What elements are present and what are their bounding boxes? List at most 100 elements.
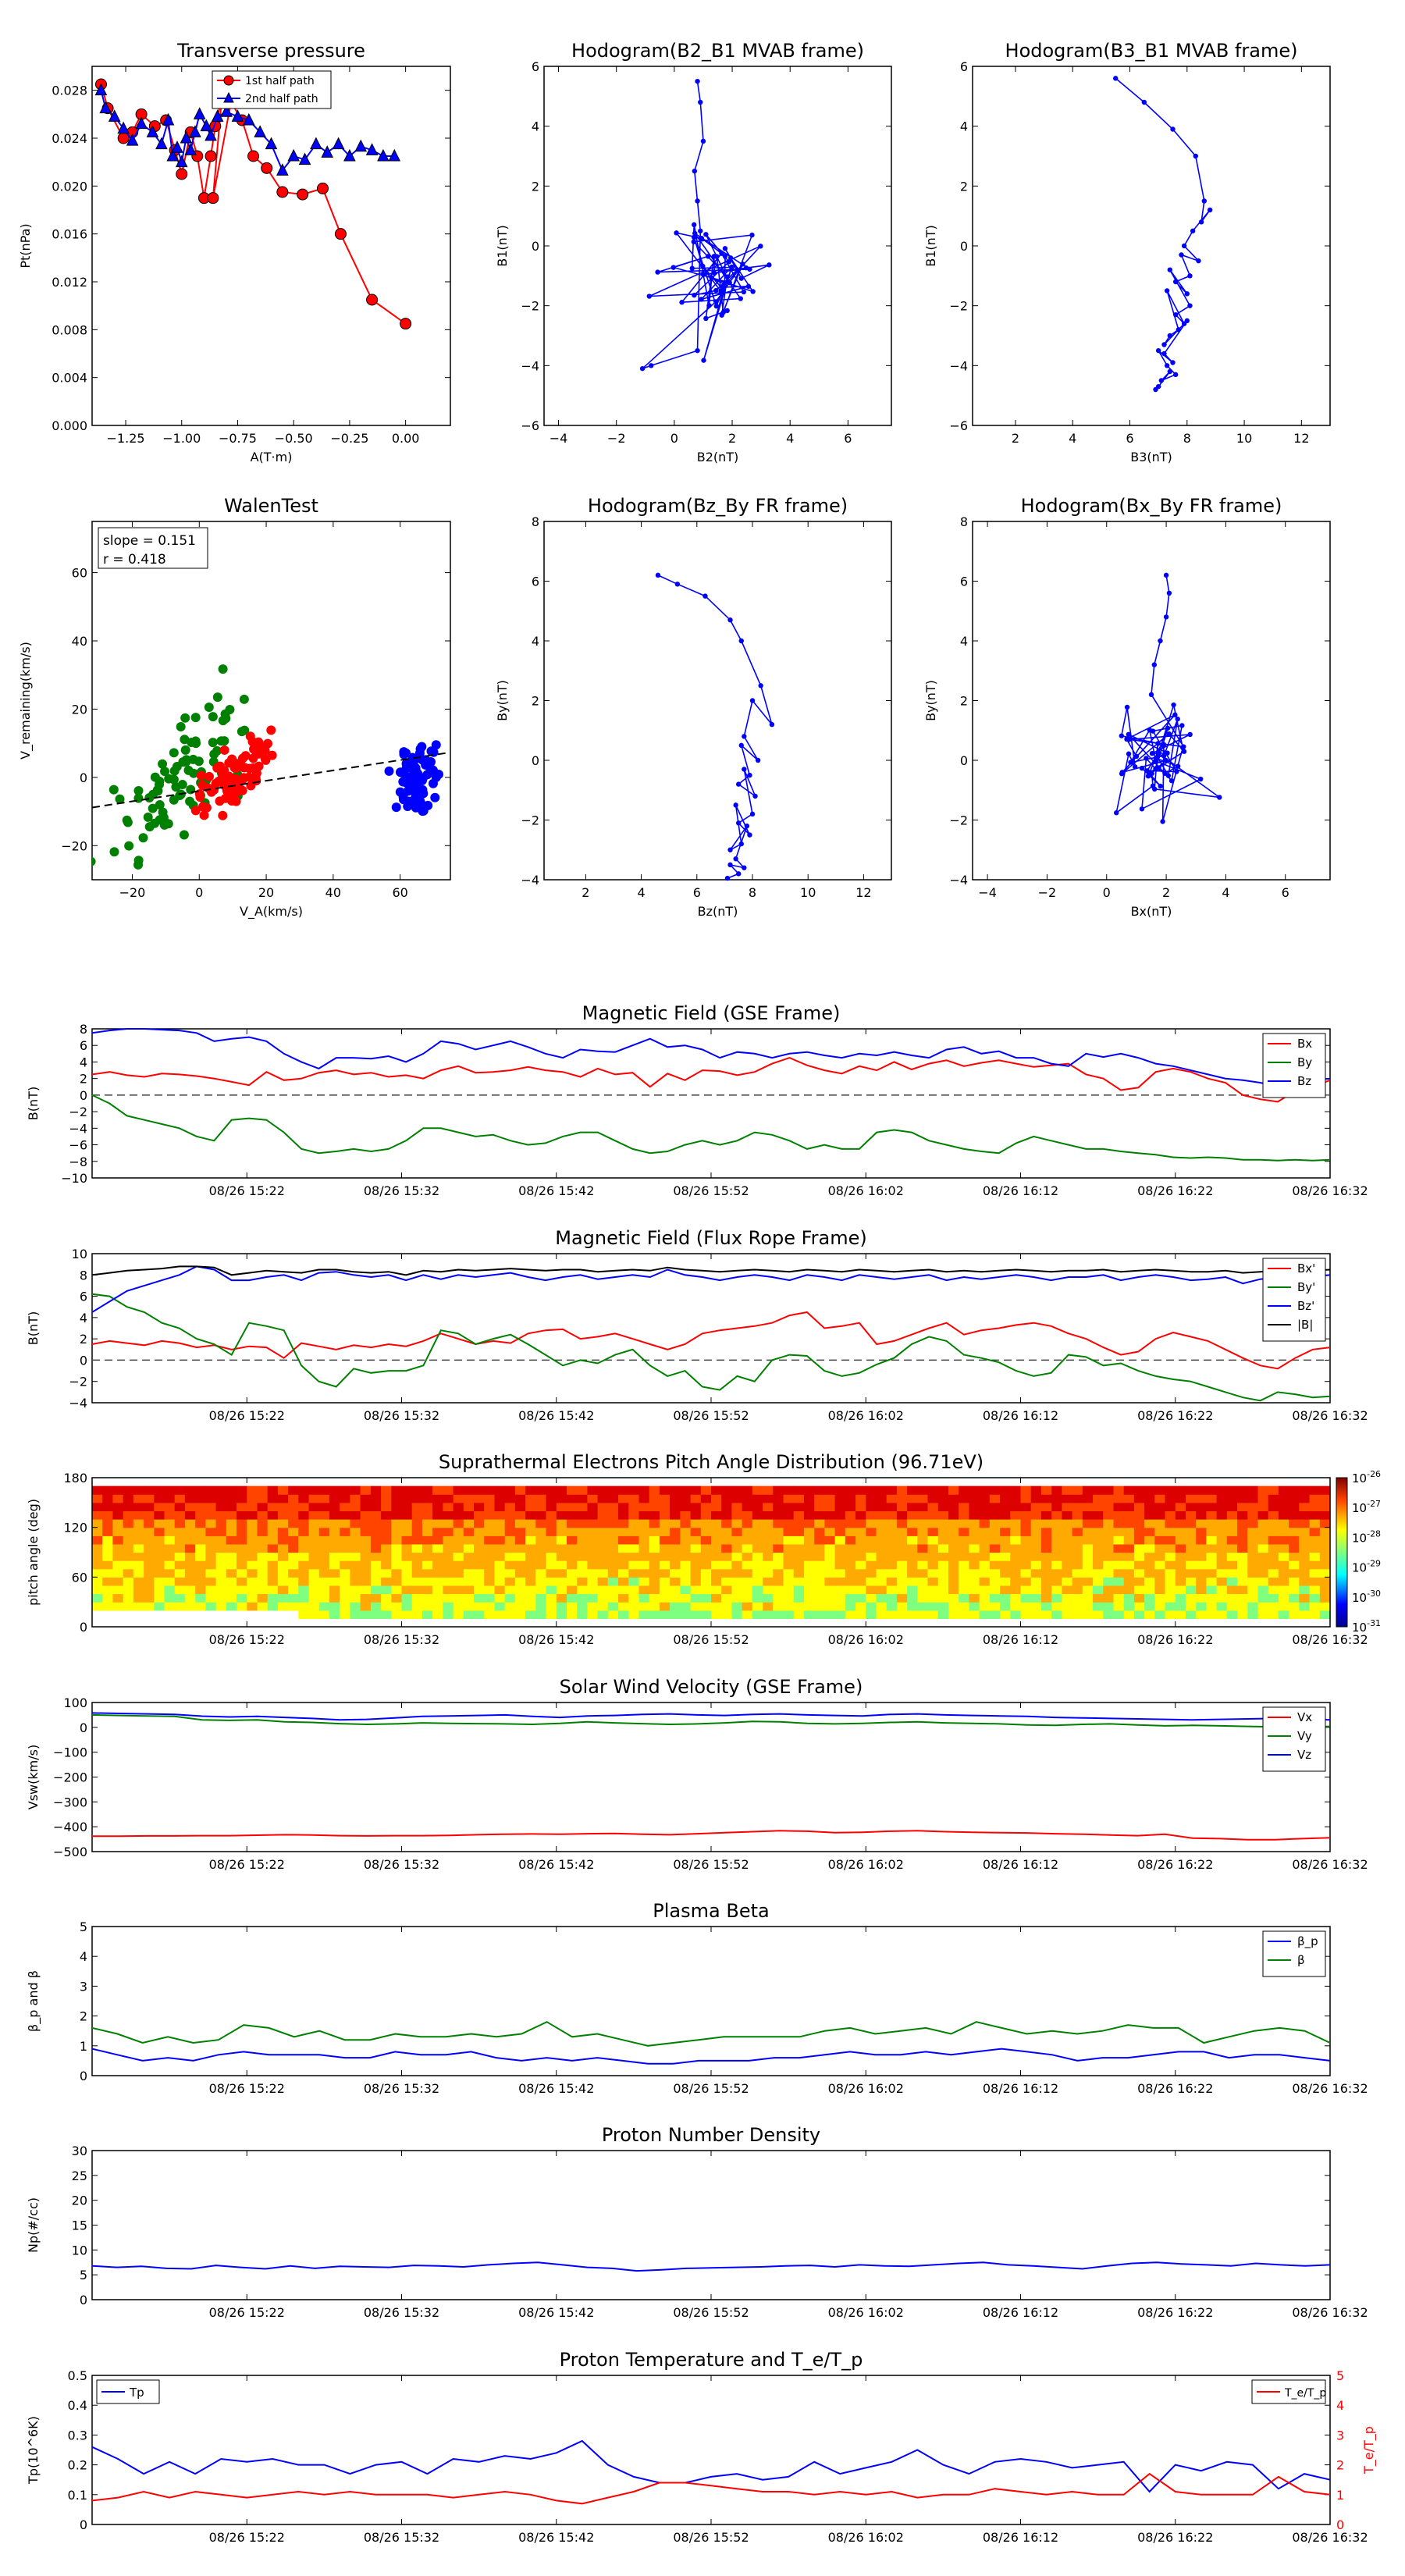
heatmap-cell <box>463 1543 475 1553</box>
data-point <box>413 774 423 784</box>
heatmap-cell <box>288 1552 299 1561</box>
heatmap-cell <box>876 1502 887 1511</box>
heatmap-cell <box>308 1543 320 1553</box>
heatmap-cell <box>804 1560 815 1570</box>
heatmap-cell <box>298 1602 310 1611</box>
heatmap-cell <box>917 1560 929 1570</box>
heatmap-cell <box>1175 1568 1186 1578</box>
heatmap-cell <box>1051 1543 1062 1553</box>
heatmap-cell <box>680 1485 692 1495</box>
heatmap-cell <box>1196 1494 1207 1503</box>
heatmap-cell <box>195 1502 206 1511</box>
x-tick-label: 2 <box>582 885 589 900</box>
data-point <box>709 275 714 281</box>
x-tick-label: 08/26 15:22 <box>209 1632 285 1647</box>
heatmap-cell <box>896 1560 908 1570</box>
heatmap-cell <box>350 1527 361 1536</box>
heatmap-cell <box>184 1577 196 1586</box>
heatmap-cell <box>257 1485 269 1495</box>
heatmap-cell <box>567 1593 578 1603</box>
heatmap-cell <box>133 1568 144 1578</box>
heatmap-cell <box>690 1568 702 1578</box>
heatmap-cell <box>102 1585 113 1595</box>
heatmap-cell <box>597 1560 609 1570</box>
heatmap-cell <box>1237 1568 1248 1578</box>
heatmap-cell <box>959 1519 969 1528</box>
heatmap-cell <box>474 1502 485 1511</box>
heatmap-cell <box>814 1519 825 1528</box>
heatmap-cell <box>535 1519 547 1528</box>
heatmap-cell <box>1309 1535 1321 1545</box>
data-point <box>1163 757 1168 763</box>
heatmap-cell <box>1123 1527 1135 1536</box>
heatmap-cell <box>937 1552 949 1561</box>
heatmap-cell <box>411 1585 423 1595</box>
heatmap-cell <box>628 1502 640 1511</box>
heatmap-cell <box>1020 1494 1032 1503</box>
data-point <box>713 303 720 309</box>
heatmap-cell <box>1072 1585 1083 1595</box>
heatmap-cell <box>308 1602 320 1611</box>
heatmap-cell <box>474 1527 485 1536</box>
heatmap-cell <box>381 1560 392 1570</box>
heatmap-cell <box>711 1527 722 1536</box>
y-tick-label: −100 <box>53 1745 87 1760</box>
heatmap-cell <box>907 1593 918 1603</box>
heatmap-cell <box>350 1585 361 1595</box>
x-tick-label: 6 <box>844 431 852 446</box>
colorbar-label: 10-29 <box>1352 1559 1381 1575</box>
heatmap-cell <box>607 1585 619 1595</box>
heatmap-cell <box>1133 1593 1145 1603</box>
x-tick-label: 08/26 15:32 <box>364 1408 439 1423</box>
heatmap-cell <box>670 1593 681 1603</box>
heatmap-cell <box>1082 1577 1094 1586</box>
heatmap-cell <box>1175 1610 1186 1619</box>
heatmap-cell <box>443 1610 454 1619</box>
data-point <box>298 152 311 165</box>
heatmap-cell <box>556 1593 567 1603</box>
heatmap-cell <box>979 1543 991 1553</box>
heatmap-cell <box>927 1527 939 1536</box>
heatmap-cell <box>350 1543 361 1553</box>
heatmap-cell <box>546 1510 557 1520</box>
heatmap-cell <box>1103 1543 1114 1553</box>
heatmap-cell <box>1133 1610 1145 1619</box>
data-point <box>702 593 708 599</box>
heatmap-cell <box>257 1510 269 1520</box>
data-point <box>1158 783 1163 789</box>
heatmap-cell <box>288 1519 299 1528</box>
heatmap-cell <box>1165 1552 1176 1561</box>
heatmap-cell <box>1257 1543 1269 1553</box>
heatmap-cell <box>793 1610 805 1619</box>
heatmap-cell <box>649 1602 660 1611</box>
heatmap-cell <box>969 1527 980 1536</box>
heatmap-cell <box>886 1543 898 1553</box>
heatmap-cell <box>1082 1494 1094 1503</box>
heatmap-cell <box>1247 1527 1259 1536</box>
heatmap-cell <box>1175 1494 1186 1503</box>
heatmap-cell <box>525 1535 536 1545</box>
heatmap-cell <box>381 1552 392 1561</box>
y-tick-label: 25 <box>72 2169 87 2183</box>
data-point <box>735 267 740 272</box>
data-point <box>703 315 709 322</box>
heatmap-cell <box>1082 1519 1094 1528</box>
heatmap-cell <box>443 1510 454 1520</box>
heatmap-cell <box>1040 1560 1052 1570</box>
data-point <box>430 792 440 802</box>
heatmap-cell <box>360 1543 372 1553</box>
heatmap-cell <box>711 1577 722 1586</box>
data-point <box>109 847 119 857</box>
heatmap-cell <box>783 1577 795 1586</box>
y-tick-label: 180 <box>63 1471 87 1485</box>
heatmap-cell <box>1020 1535 1032 1545</box>
heatmap-cell <box>411 1610 423 1619</box>
series-line <box>91 1293 1331 1402</box>
heatmap-cell <box>556 1577 567 1586</box>
heatmap-cell <box>587 1585 599 1595</box>
heatmap-cell <box>1319 1527 1331 1536</box>
y-tick-label: −2 <box>521 299 539 314</box>
heatmap-cell <box>937 1519 949 1528</box>
heatmap-cell <box>587 1519 599 1528</box>
legend-label: Vx <box>1297 1710 1312 1724</box>
